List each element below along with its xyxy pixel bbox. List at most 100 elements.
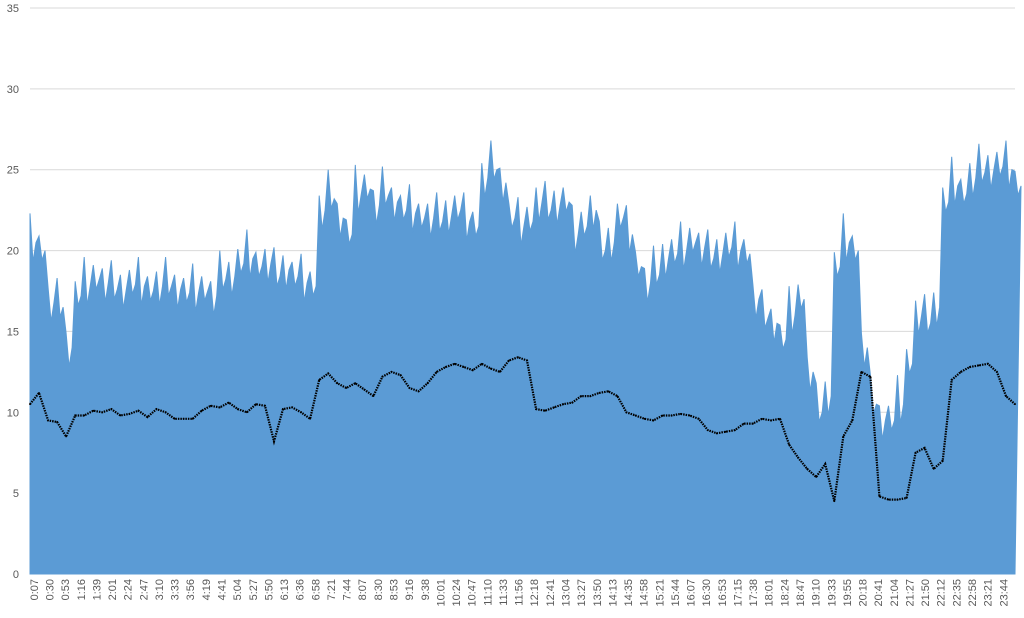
x-tick-label: 14:13 — [607, 579, 619, 607]
line-point — [1005, 395, 1007, 397]
x-tick-label: 11:33 — [498, 579, 510, 606]
line-point — [363, 388, 366, 391]
x-tick-label: 2:01 — [107, 579, 119, 600]
line-point — [309, 417, 311, 420]
line-point — [74, 414, 77, 417]
line-point — [788, 443, 790, 446]
x-tick-label: 21:04 — [889, 579, 901, 607]
x-tick-label: 14:58 — [639, 579, 651, 607]
line-point — [480, 362, 483, 365]
line-point — [291, 406, 293, 409]
x-tick-label: 3:33 — [170, 579, 182, 600]
line-point — [255, 403, 257, 406]
line-point — [399, 374, 402, 376]
line-point — [155, 408, 158, 410]
line-point — [715, 432, 718, 435]
line-point — [191, 417, 194, 420]
x-tick-label: 17:38 — [748, 579, 760, 607]
line-point — [471, 369, 474, 372]
line-point — [146, 416, 149, 418]
line-point — [996, 371, 998, 373]
line-point — [661, 414, 664, 417]
x-tick-label: 0:07 — [29, 579, 41, 600]
x-tick-label: 21:50 — [920, 579, 932, 607]
line-point — [29, 403, 31, 406]
line-point — [390, 371, 393, 373]
line-point — [923, 447, 926, 449]
line-point — [616, 395, 619, 397]
line-point — [453, 362, 456, 365]
line-point — [571, 401, 574, 404]
x-tick-label: 7:44 — [342, 579, 354, 600]
line-point — [462, 366, 465, 368]
line-point — [137, 409, 140, 412]
line-point — [38, 392, 40, 394]
x-tick-label: 17:15 — [733, 579, 745, 607]
line-point — [318, 379, 321, 381]
x-tick-label: 1:39 — [91, 579, 103, 600]
line-point — [761, 417, 763, 420]
line-point — [625, 411, 628, 414]
line-point — [959, 371, 962, 373]
y-tick-label: 20 — [7, 246, 19, 258]
x-tick-label: 22:35 — [951, 579, 963, 607]
x-tick-label: 0:53 — [60, 579, 72, 600]
line-point — [92, 409, 95, 412]
y-tick-label: 10 — [7, 407, 19, 419]
area-series-fill — [29, 140, 1022, 575]
line-point — [200, 409, 203, 412]
line-point — [526, 359, 528, 362]
line-point — [83, 414, 86, 417]
line-point — [950, 379, 953, 381]
line-point — [417, 390, 420, 393]
line-point — [652, 419, 655, 422]
line-point — [905, 497, 908, 499]
line-point — [688, 414, 691, 417]
line-point — [372, 395, 375, 397]
x-tick-label: 19:33 — [826, 579, 838, 607]
line-point — [1014, 403, 1016, 406]
x-tick-label: 9:16 — [404, 579, 416, 600]
x-tick-label: 19:55 — [842, 579, 854, 607]
x-tick-label: 21:27 — [905, 579, 917, 607]
line-point — [743, 422, 745, 425]
x-tick-label: 2:47 — [138, 579, 150, 600]
x-tick-label: 12:41 — [545, 579, 557, 607]
x-tick-label: 18:24 — [779, 579, 791, 607]
x-tick-label: 10:01 — [435, 579, 447, 607]
line-point — [101, 411, 104, 414]
x-tick-label: 22:12 — [936, 579, 948, 607]
x-tick-label: 8:53 — [389, 579, 401, 600]
line-point — [734, 429, 736, 431]
line-point — [426, 382, 429, 385]
x-tick-label: 11:10 — [482, 579, 494, 606]
line-point — [968, 366, 971, 368]
line-point — [553, 406, 555, 409]
line-point — [444, 366, 447, 368]
line-point — [932, 468, 935, 470]
line-point — [842, 435, 845, 438]
x-tick-label: 2:24 — [123, 579, 135, 600]
x-tick-label: 15:44 — [670, 579, 682, 607]
x-tick-label: 11:56 — [514, 579, 526, 606]
line-point — [878, 495, 881, 498]
x-tick-label: 9:38 — [420, 579, 432, 600]
line-point — [218, 406, 221, 409]
line-point — [246, 411, 248, 414]
x-tick-label: 13:04 — [561, 579, 573, 607]
x-tick-label: 16:30 — [701, 579, 713, 607]
x-tick-label: 14:35 — [623, 579, 635, 607]
x-tick-label: 13:50 — [592, 579, 604, 607]
y-tick-label: 5 — [13, 488, 19, 500]
x-tick-label: 15:21 — [654, 579, 666, 607]
x-tick-label: 10:24 — [451, 579, 463, 607]
x-tick-label: 6:36 — [295, 579, 307, 600]
line-point — [860, 371, 863, 373]
line-point — [47, 419, 49, 422]
x-tick-label: 3:10 — [154, 579, 166, 600]
line-point — [164, 411, 167, 414]
line-point — [797, 456, 799, 459]
x-tick-label: 4:41 — [217, 579, 229, 600]
line-point — [119, 414, 122, 417]
